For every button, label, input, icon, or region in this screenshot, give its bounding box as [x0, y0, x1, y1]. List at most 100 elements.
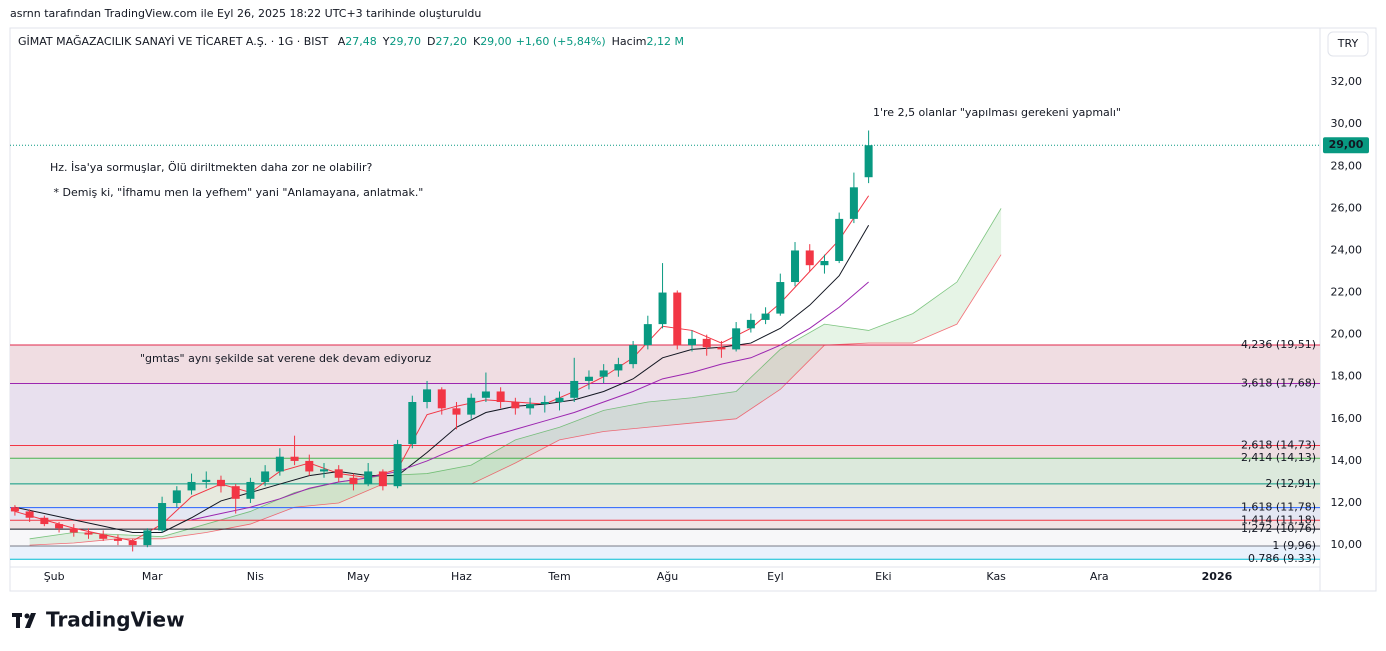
candle-body [261, 471, 270, 482]
currency[interactable]: TRY [1337, 37, 1359, 50]
candle-body [10, 507, 19, 512]
y-tick-label: 18,00 [1331, 370, 1363, 383]
fib-band [10, 520, 1320, 530]
candle-body [158, 503, 167, 531]
x-tick-label: Ağu [657, 570, 678, 583]
fib-band [10, 545, 1320, 560]
y-tick-label: 16,00 [1331, 412, 1363, 425]
candle-body [69, 528, 78, 533]
y-tick-label: 26,00 [1331, 201, 1363, 214]
candle-body [128, 540, 137, 546]
legend-item: K [473, 35, 481, 48]
candle-body [305, 460, 314, 472]
candle-body [481, 391, 490, 398]
legend-item: Hacim [612, 35, 647, 48]
fib-label: 1,618 (11,78) [1241, 501, 1316, 514]
moving-average [191, 281, 869, 521]
last-price-tag [1323, 137, 1369, 154]
candle-body [84, 532, 93, 535]
candle-body [378, 471, 387, 487]
fib-band [10, 383, 1320, 446]
annotation: 1're 2,5 olanlar "yapılması gerekeni yap… [873, 106, 1121, 119]
y-tick-label: 12,00 [1331, 496, 1363, 509]
fib-label: 0.786 (9.33) [1248, 552, 1316, 565]
candle-body [246, 481, 255, 499]
candle-body [423, 389, 432, 402]
plot: 4,236 (19,51)3,618 (17,68)2,618 (14,73)2… [10, 130, 1320, 565]
candle-body [614, 364, 623, 371]
legend-item: 27,20 [435, 35, 467, 48]
x-tick-label: Eyl [767, 570, 784, 583]
candle-body [540, 401, 549, 405]
x-tick-label: 2026 [1202, 570, 1233, 583]
candle-body [570, 380, 579, 398]
cloud-span-a [29, 208, 1002, 540]
candle-body [805, 250, 814, 266]
symbol-legend: GİMAT MAĞAZACILIK SANAYİ VE TİCARET A.Ş.… [18, 35, 684, 48]
legend-item: A [338, 35, 346, 48]
y-tick-label: 10,00 [1331, 538, 1363, 551]
y-tick-label: 24,00 [1331, 243, 1363, 256]
fib-band [10, 483, 1320, 508]
candle-body [761, 313, 770, 320]
x-tick-label: May [347, 570, 370, 583]
y-tick-label: 32,00 [1331, 75, 1363, 88]
logo-part [16, 613, 20, 628]
candle-body [820, 260, 829, 266]
y-tick-label: 28,00 [1331, 159, 1363, 172]
candle-body [702, 338, 711, 348]
candle-body [511, 401, 520, 409]
logo-part [25, 613, 36, 628]
candle-body [99, 534, 108, 539]
caption: asrnn tarafından TradingView.com ile Eyl… [10, 7, 481, 20]
candle-body [746, 319, 755, 329]
symbol: GİMAT MAĞAZACILIK SANAYİ VE TİCARET A.Ş.… [18, 35, 328, 48]
candle-body [791, 250, 800, 283]
fib-label: 2,618 (14,73) [1241, 439, 1316, 452]
candle-body [599, 370, 608, 377]
annotation: Hz. İsa'ya sormuşlar, Ölü diriltmekten d… [50, 161, 373, 174]
y-tick-label: 14,00 [1331, 454, 1363, 467]
x-tick-label: Tem [547, 570, 570, 583]
y-tick-label: 22,00 [1331, 286, 1363, 299]
x-tick-label: Nis [247, 570, 264, 583]
candle-body [835, 218, 844, 261]
candle-body [643, 324, 652, 346]
candle-body [40, 517, 49, 525]
candle-body [658, 292, 667, 325]
candle-body [364, 471, 373, 485]
x-tick-label: Eki [875, 570, 891, 583]
candle-body [452, 408, 461, 415]
fib-label: 1 (9,96) [1272, 539, 1316, 552]
candle-body [55, 524, 64, 529]
brand: TradingView [46, 608, 185, 632]
fib-label: 1,414 (11,18) [1241, 513, 1316, 526]
candle-body [732, 328, 741, 350]
candle-body [187, 481, 196, 491]
candle-body [143, 530, 152, 546]
candle-body [584, 376, 593, 381]
legend-item: 27,48 [345, 35, 377, 48]
candle-body [113, 538, 122, 541]
candle-body [849, 187, 858, 219]
candle-body [202, 479, 211, 482]
fib-label: 2,414 (14,13) [1241, 451, 1316, 464]
candle-body [349, 477, 358, 485]
logo-part [24, 613, 30, 619]
fib-band [10, 445, 1320, 459]
moving-average [14, 224, 870, 533]
brand-logo [12, 613, 36, 628]
candle-body [275, 456, 284, 472]
fib-label: 1,272 (10,76) [1241, 522, 1316, 535]
candle-body [673, 292, 682, 346]
fib-band [10, 344, 1320, 384]
legend-item: D [427, 35, 435, 48]
annotation: * Demiş ki, "İfhamu men la yefhem" yani … [50, 186, 423, 199]
x-tick-label: Kas [986, 570, 1006, 583]
fib-label: 3,618 (17,68) [1241, 376, 1316, 389]
currency-button[interactable] [1327, 31, 1369, 57]
candle-body [496, 391, 505, 402]
annotation: "gmtas" aynı şekilde sat verene dek deva… [140, 352, 431, 365]
candle-body [629, 345, 638, 365]
